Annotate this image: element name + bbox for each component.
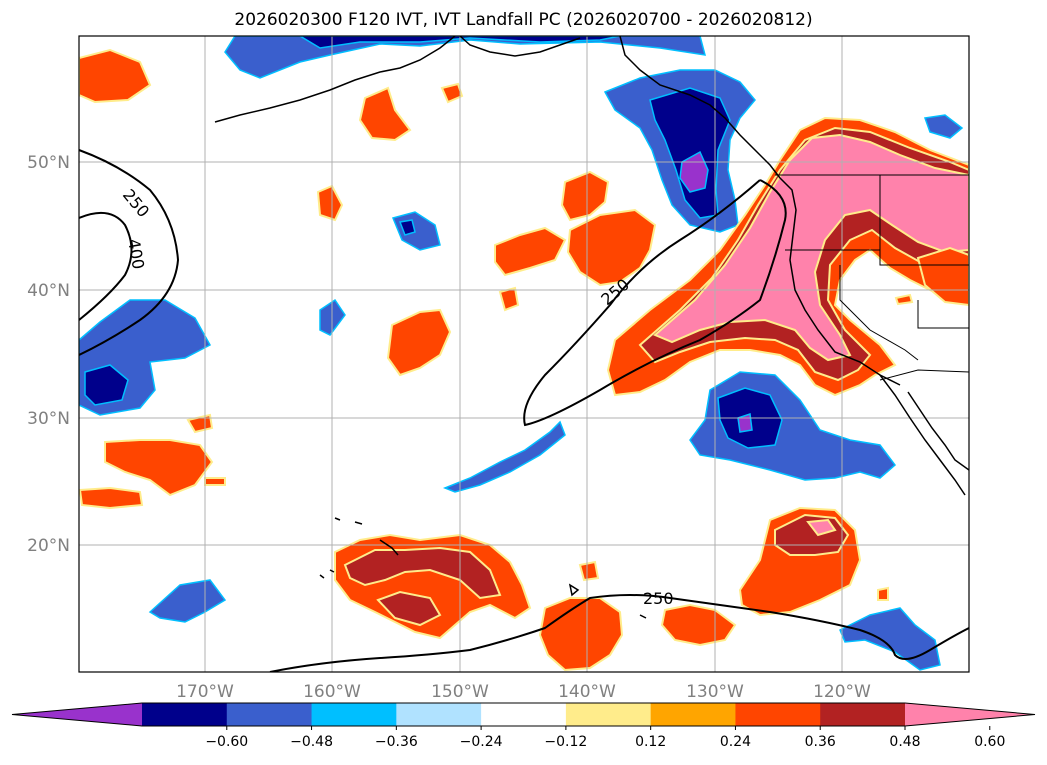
pos-region-n1 [358,86,412,142]
figure-title: 2026020300 F120 IVT, IVT Landfall PC (20… [234,10,813,30]
colorbar-segment [820,703,906,726]
colorbar-tick-label: 0.12 [635,734,666,750]
colorbar-segment [735,703,821,726]
coast-baja [879,374,966,496]
neg-region-north [224,36,707,79]
lat-label-50n: 50°N [27,153,70,173]
pos-region-west-2 [79,486,144,510]
coast-hawaii [319,517,399,579]
lon-label-120w: 120°W [813,682,871,702]
coast-us-west [779,177,901,386]
neg-region-small-sw [148,579,227,623]
lon-label-130w: 130°W [686,682,744,702]
colorbar-tick-label: 0.60 [974,734,1005,750]
coast-alaska-bc [619,36,781,179]
coast-alaska-north [459,36,581,57]
contour-400-west [79,211,133,321]
neg-region-streak [442,420,566,493]
pos-region-mid-1 [560,170,610,222]
colorbar-tick-label: −0.24 [460,734,503,750]
colorbar-tick-label: −0.36 [375,734,418,750]
pos-region-ar-pink [653,133,969,362]
pos-region-mid-5 [386,308,452,377]
lon-label-160w: 160°W [303,682,361,702]
latitude-labels: 50°N 40°N 30°N 20°N [27,153,70,556]
colorbar-segment [650,703,736,726]
colorbar-segment [142,703,228,726]
colorbar-segment [396,703,482,726]
pos-region-northwest [79,48,152,104]
colorbar-segment [481,703,567,726]
colorbar-tick-label: 0.36 [805,734,836,750]
colorbar-segment [311,703,397,726]
contour-250-west [79,149,180,356]
pos-region-south-2b [578,560,600,582]
colorbar-tick-label: −0.60 [205,734,248,750]
lon-label-170w: 170°W [176,682,234,702]
border-us-mexico [879,369,969,381]
pos-region-west-1 [104,439,214,497]
pos-region-west-3 [204,477,226,486]
pos-region-n2 [440,82,464,104]
lon-label-150w: 150°W [431,682,489,702]
coast-gulf-california [907,391,969,471]
colorbar-extend-min [12,703,142,726]
colorbar-extend-max [905,703,1035,726]
positive-anomaly-regions [79,48,969,672]
pos-region-south-3 [660,603,737,647]
map-area [79,36,969,672]
neg-region-north-core [298,36,621,49]
lat-label-30n: 30°N [27,409,70,429]
colorbar: −0.60 −0.48 −0.36 −0.24 −0.12 0.12 0.24 0.36 0.4… [11,702,1036,750]
colorbar-tick-label: −0.12 [544,734,587,750]
lon-label-140w: 140°W [558,682,616,702]
colorbar-tick-label: 0.48 [889,734,920,750]
contour-250-south [269,594,969,672]
coastlines [214,36,969,619]
pos-region-south-1-dark2 [376,590,442,627]
contour-label-250-south: 250 [643,589,674,608]
neg-region-mid-core [398,219,416,236]
neg-region-southeast-purple [737,412,753,433]
graticule [79,36,969,672]
coast-aleutians [214,36,456,123]
colorbar-outline [11,702,1036,727]
colorbar-segment [226,703,313,726]
border-states-4 [917,300,969,329]
lat-label-40n: 40°N [27,281,70,301]
pos-region-south-5 [877,586,889,601]
pos-region-ar-small [894,293,914,306]
colorbar-tick-label: 0.24 [720,734,751,750]
neg-region-west-core [84,364,129,406]
border-states-1 [785,249,969,266]
pos-region-mid-2 [494,226,567,277]
pos-region-south-1-dark [343,546,502,600]
pos-region-mid-4 [498,286,520,312]
negative-anomaly-regions [79,36,964,671]
coast-small-islands [568,583,647,619]
pos-region-ar-nub [916,246,969,307]
map-frame [78,35,970,673]
neg-region-small-ne [923,114,964,139]
longitude-labels: 170°W 160°W 150°W 140°W 130°W 120°W [176,682,871,702]
pos-region-south-4-pink [806,518,837,537]
colorbar-segment [565,703,652,726]
border-states-2 [839,265,919,361]
contour-250-central [523,179,787,427]
ivt-contours [79,149,969,672]
pos-region-n3 [316,184,344,222]
pos-region-mid-3 [566,208,657,287]
neg-region-small-se [839,607,941,671]
lat-label-20n: 20°N [27,536,70,556]
colorbar-tick-label: −0.48 [290,734,333,750]
pos-region-mid-6 [186,413,214,434]
